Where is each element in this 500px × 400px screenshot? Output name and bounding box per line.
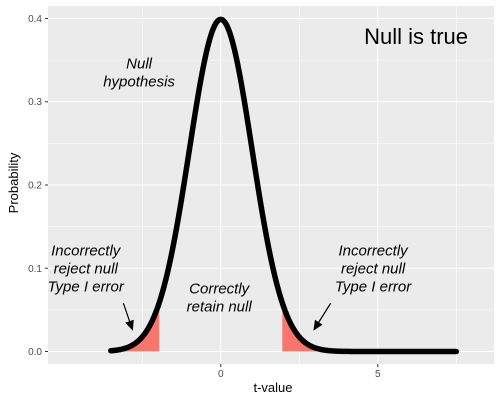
annotation-line: Correctly [189,280,251,297]
annotation-line: hypothesis [103,74,175,91]
annotation-line: retain null [187,298,253,315]
annotation-line: Incorrectly [338,242,409,259]
annotation-line: reject null [54,260,119,277]
y-tick-label: 0.3 [28,97,42,108]
y-tick-label: 0.2 [28,181,42,192]
y-tick-label: 0.4 [28,14,42,25]
y-axis-title: Probability [6,152,21,213]
chart-title: Null is true [364,24,468,49]
x-tick-label: 5 [375,369,381,380]
y-tick-label: 0.1 [28,264,42,275]
annotation-line: reject null [341,260,406,277]
annotation-line: Type I error [335,278,412,295]
x-tick-label: 0 [218,369,224,380]
annotation-line: Type I error [47,278,124,295]
annotation-line: Null [126,56,153,73]
annotation-line: Incorrectly [51,242,122,259]
y-axis-ticks: 0.0 0.1 0.2 0.3 0.4 [28,14,48,358]
y-tick-label: 0.0 [28,347,42,358]
x-axis-title: t-value [253,380,292,395]
